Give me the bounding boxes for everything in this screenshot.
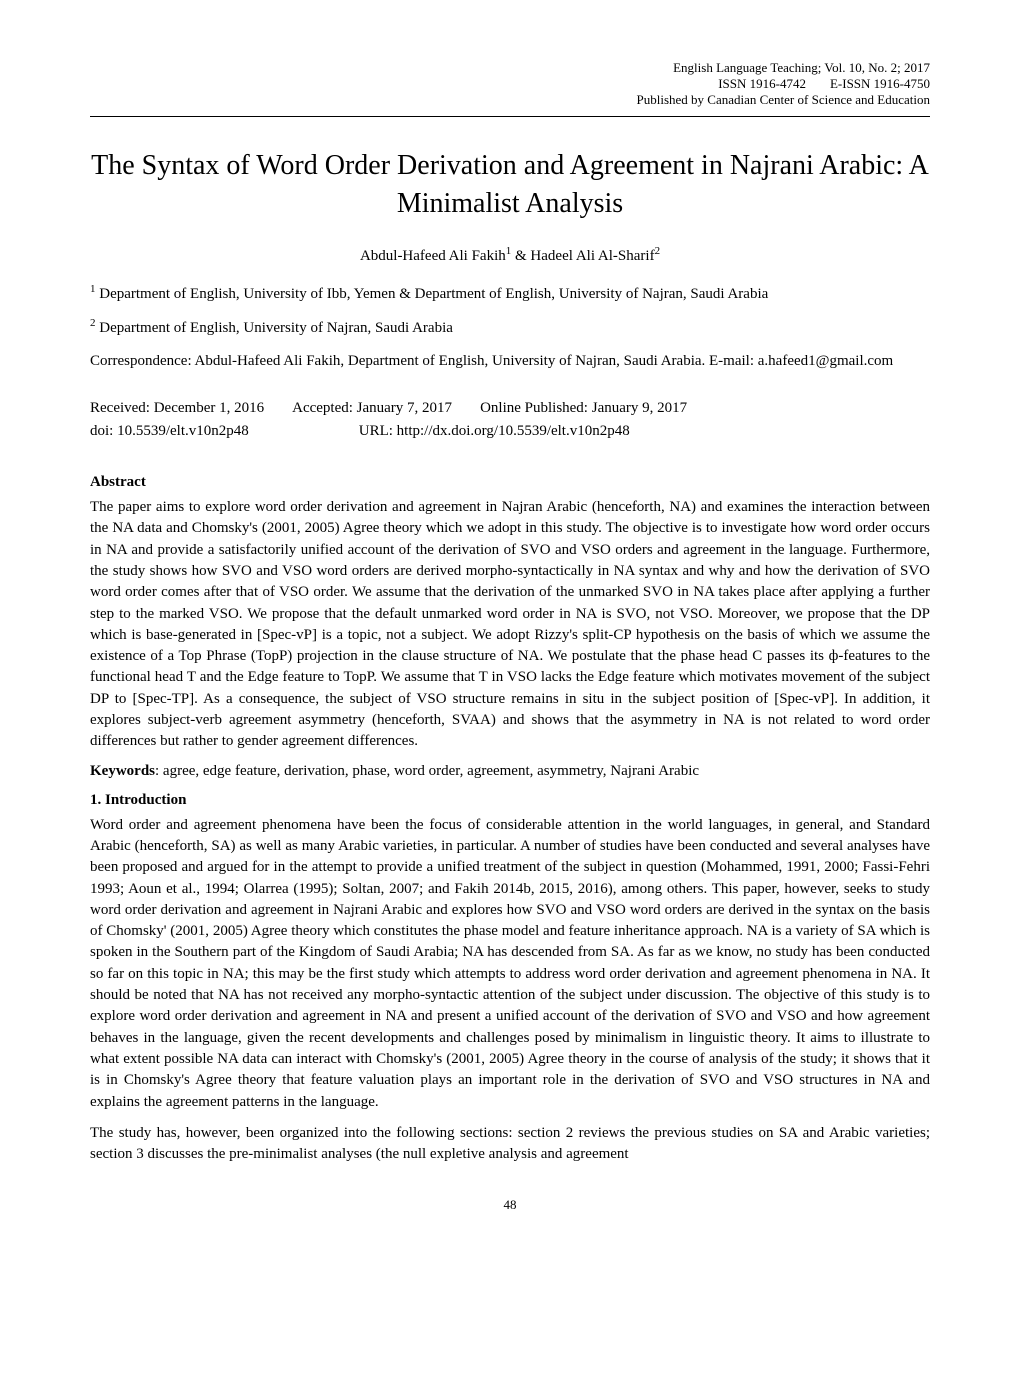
- abstract-text: The paper aims to explore word order der…: [90, 497, 930, 753]
- affiliation-1-text: Department of English, University of Ibb…: [96, 286, 769, 302]
- affiliation-2-text: Department of English, University of Naj…: [96, 320, 453, 336]
- keywords-line: Keywords: agree, edge feature, derivatio…: [90, 763, 930, 780]
- header-divider: [90, 116, 930, 117]
- doi-text: doi: 10.5539/elt.v10n2p48: [90, 423, 249, 440]
- author-amp: &: [511, 248, 530, 264]
- doi-url: URL: http://dx.doi.org/10.5539/elt.v10n2…: [359, 423, 630, 440]
- introduction-heading: 1. Introduction: [90, 792, 930, 809]
- issn-online: E-ISSN 1916-4750: [830, 76, 930, 91]
- paper-title: The Syntax of Word Order Derivation and …: [90, 147, 930, 223]
- accepted-date: Accepted: January 7, 2017: [292, 400, 452, 417]
- author-2: Hadeel Ali Al-Sharif: [530, 248, 654, 264]
- affiliation-1: 1 Department of English, University of I…: [90, 281, 930, 306]
- published-date: Online Published: January 9, 2017: [480, 400, 687, 417]
- affiliation-2: 2 Department of English, University of N…: [90, 315, 930, 340]
- issn-print: ISSN 1916-4742: [718, 76, 806, 91]
- issn-line: ISSN 1916-4742 E-ISSN 1916-4750: [90, 76, 930, 92]
- publisher-line: Published by Canadian Center of Science …: [90, 92, 930, 108]
- correspondence: Correspondence: Abdul-Hafeed Ali Fakih, …: [90, 350, 930, 373]
- authors-line: Abdul-Hafeed Ali Fakih1 & Hadeel Ali Al-…: [90, 245, 930, 265]
- journal-header: English Language Teaching; Vol. 10, No. …: [90, 60, 930, 108]
- journal-info: English Language Teaching; Vol. 10, No. …: [90, 60, 930, 76]
- keywords-text: : agree, edge feature, derivation, phase…: [155, 763, 699, 779]
- introduction-para-1: Word order and agreement phenomena have …: [90, 815, 930, 1113]
- received-date: Received: December 1, 2016: [90, 400, 264, 417]
- author-1: Abdul-Hafeed Ali Fakih: [360, 248, 506, 264]
- abstract-heading: Abstract: [90, 474, 930, 491]
- page-number: 48: [90, 1197, 930, 1213]
- introduction-para-2: The study has, however, been organized i…: [90, 1123, 930, 1166]
- doi-row: doi: 10.5539/elt.v10n2p48 URL: http://dx…: [90, 423, 930, 440]
- author-2-sup: 2: [655, 245, 661, 257]
- dates-row: Received: December 1, 2016 Accepted: Jan…: [90, 400, 930, 417]
- keywords-label: Keywords: [90, 763, 155, 779]
